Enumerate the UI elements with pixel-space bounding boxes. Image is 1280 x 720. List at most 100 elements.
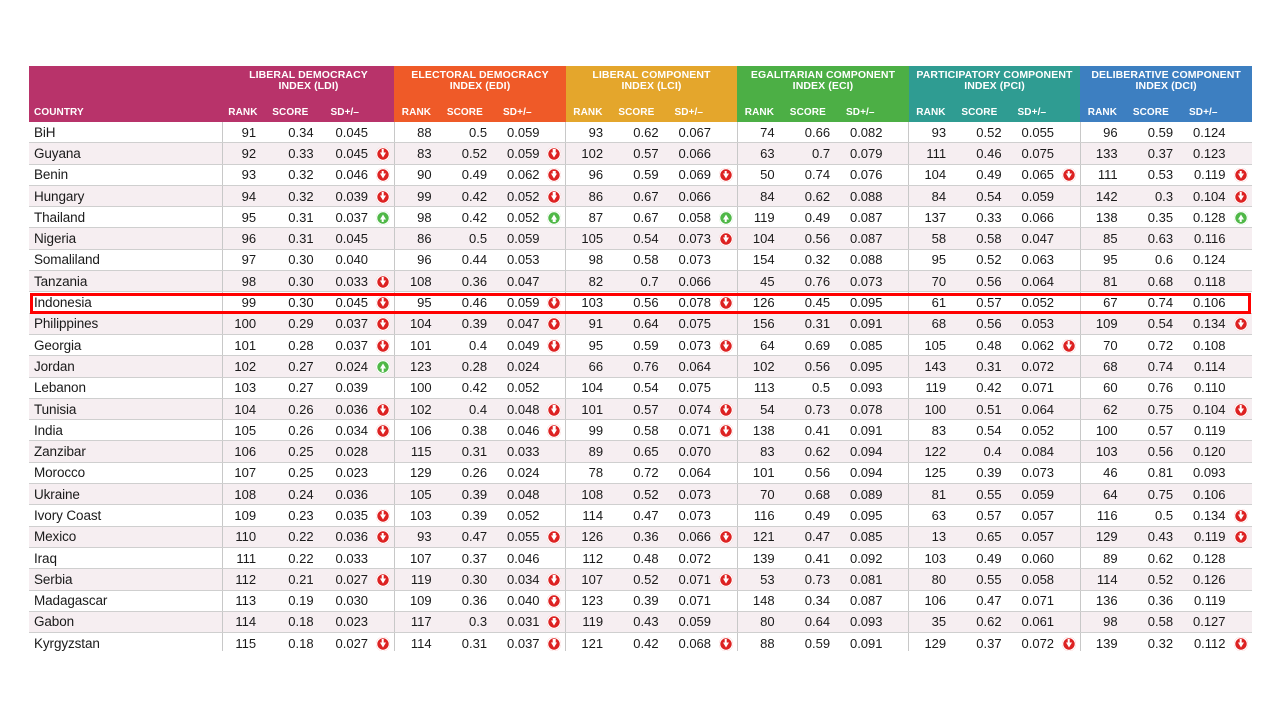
- header-group-lci-line2: INDEX (LCI): [621, 80, 682, 92]
- cell-ldi-sd: 0.036: [317, 398, 373, 421]
- cell-country: Indonesia: [29, 291, 223, 314]
- table-row[interactable]: Guyana 92 0.33 0.045 83 0.52 0.059 102 0.57 0.066…: [29, 142, 1252, 165]
- cell-eci-sd: 0.091: [834, 419, 887, 442]
- cell-eci-sd: 0.095: [834, 355, 887, 378]
- header-group-ldi-line2: INDEX (LDI): [278, 80, 339, 92]
- cell-pci-sd: 0.060: [1005, 547, 1059, 570]
- cell-pci-score: 0.52: [953, 249, 1006, 272]
- table-row[interactable]: Somaliland 97 0.30 0.040 96 0.44 0.053 98 0.58 0.…: [29, 249, 1252, 272]
- cell-pci-sd: 0.052: [1005, 291, 1059, 314]
- cell-ldi-rank: 99: [222, 291, 264, 314]
- cell-dci-rank: 89: [1079, 547, 1125, 570]
- cell-pci-rank: 122: [908, 440, 954, 463]
- cell-pci-score: 0.49: [953, 547, 1006, 570]
- table-row[interactable]: Thailand 95 0.31 0.037 98 0.42 0.052 87 0.67 0.05…: [29, 206, 1252, 229]
- table-row[interactable]: Serbia 112 0.21 0.027 119 0.30 0.034 107 0.52 0.0…: [29, 568, 1252, 591]
- table-row[interactable]: Ivory Coast 109 0.23 0.035 103 0.39 0.052 114 0.…: [29, 504, 1252, 527]
- table-row[interactable]: Nigeria 96 0.31 0.045 86 0.5 0.059 105 0.54 0.073…: [29, 227, 1252, 250]
- cell-eci-rank: 80: [736, 611, 782, 634]
- cell-lci-sd: 0.071: [662, 590, 716, 612]
- cell-ldi-trend-empty: [372, 611, 395, 634]
- table-row[interactable]: Philippines 100 0.29 0.037 104 0.39 0.047 91 0.6…: [29, 313, 1252, 335]
- table-row[interactable]: Morocco 107 0.25 0.023 129 0.26 0.024 78 0.72 0.0…: [29, 462, 1252, 485]
- cell-ldi-rank: 101: [222, 334, 264, 357]
- table-row[interactable]: Georgia 101 0.28 0.037 101 0.4 0.049 95 0.59 0.07…: [29, 334, 1252, 357]
- cell-dci-score: 0.75: [1124, 483, 1178, 506]
- cell-ldi-sd: 0.045: [317, 122, 373, 144]
- cell-ldi-score: 0.22: [263, 547, 318, 570]
- cell-edi-rank: 107: [393, 547, 439, 570]
- cell-ldi-rank: 95: [222, 206, 264, 229]
- cell-eci-sd: 0.085: [834, 334, 887, 357]
- cell-edi-sd: 0.059: [491, 291, 544, 314]
- table-row[interactable]: Kyrgyzstan 115 0.18 0.027 114 0.31 0.037 121 0.4…: [29, 632, 1252, 651]
- cell-pci-trend-empty: [1058, 462, 1081, 485]
- table-row[interactable]: Ukraine 108 0.24 0.036 105 0.39 0.048 108 0.52 0.…: [29, 483, 1252, 506]
- table-row[interactable]: Jordan 102 0.27 0.024 123 0.28 0.024 66 0.76 0.06…: [29, 355, 1252, 378]
- arrow-down-icon: [1229, 313, 1252, 335]
- table-row[interactable]: Zanzibar 106 0.25 0.028 115 0.31 0.033 89 0.65 0.…: [29, 440, 1252, 463]
- table-row[interactable]: India 105 0.26 0.034 106 0.38 0.046 99 0.58 0.071…: [29, 419, 1252, 442]
- cell-ldi-sd: 0.040: [317, 249, 373, 272]
- cell-edi-score: 0.49: [438, 164, 492, 186]
- header-eci-sd: SD+/–: [834, 96, 887, 122]
- table-row[interactable]: Tunisia 104 0.26 0.036 102 0.4 0.048 101 0.57 0.0…: [29, 398, 1252, 421]
- cell-dci-rank: 67: [1079, 291, 1125, 314]
- cell-eci-rank: 102: [736, 355, 782, 378]
- cell-pci-trend-empty: [1058, 590, 1081, 612]
- table-row[interactable]: Mexico 110 0.22 0.036 93 0.47 0.055 126 0.36 0.06…: [29, 526, 1252, 548]
- cell-lci-sd: 0.064: [662, 355, 716, 378]
- cell-ldi-score: 0.21: [263, 568, 318, 591]
- cell-eci-score: 0.76: [781, 270, 835, 293]
- table-row[interactable]: Hungary 94 0.32 0.039 99 0.42 0.052 86 0.67 0.066…: [29, 185, 1252, 208]
- table-row[interactable]: Indonesia 99 0.30 0.045 95 0.46 0.059 103 0.56 0.…: [29, 291, 1252, 314]
- cell-lci-score: 0.54: [610, 377, 663, 399]
- cell-lci-score: 0.43: [610, 611, 663, 634]
- cell-dci-sd: 0.104: [1177, 398, 1230, 421]
- header-eci-score: SCORE: [781, 96, 835, 122]
- cell-edi-sd: 0.055: [491, 526, 544, 548]
- cell-ldi-score: 0.23: [263, 504, 318, 527]
- cell-edi-score: 0.46: [438, 291, 492, 314]
- cell-edi-sd: 0.037: [491, 632, 544, 651]
- cell-pci-sd: 0.066: [1005, 206, 1059, 229]
- cell-eci-rank: 138: [736, 419, 782, 442]
- table-row[interactable]: Tanzania 98 0.30 0.033 108 0.36 0.047 82 0.7 0.06…: [29, 270, 1252, 293]
- cell-lci-rank: 121: [565, 632, 611, 651]
- cell-ldi-score: 0.29: [263, 313, 318, 335]
- table-row[interactable]: BiH 91 0.34 0.045 88 0.5 0.059 93 0.62 0.067 74 0.6…: [29, 122, 1252, 144]
- arrow-down-icon: [543, 142, 566, 165]
- cell-edi-sd: 0.031: [491, 611, 544, 634]
- cell-edi-rank: 86: [393, 227, 439, 250]
- cell-lci-score: 0.57: [610, 398, 663, 421]
- table-row[interactable]: Lebanon 103 0.27 0.039 100 0.42 0.052 104 0.54 0.…: [29, 377, 1252, 399]
- table-row[interactable]: Benin 93 0.32 0.046 90 0.49 0.062 96 0.59 0.069 50…: [29, 164, 1252, 186]
- cell-dci-sd: 0.134: [1177, 313, 1230, 335]
- cell-ldi-sd: 0.033: [317, 547, 373, 570]
- cell-dci-score: 0.35: [1124, 206, 1178, 229]
- cell-edi-score: 0.5: [438, 227, 492, 250]
- cell-ldi-score: 0.32: [263, 185, 318, 208]
- cell-ldi-sd: 0.037: [317, 206, 373, 229]
- cell-dci-sd: 0.110: [1177, 377, 1230, 399]
- cell-eci-sd: 0.087: [834, 590, 887, 612]
- cell-eci-sd: 0.087: [834, 227, 887, 250]
- header-ldi-score: SCORE: [263, 96, 318, 122]
- cell-pci-sd: 0.059: [1005, 185, 1059, 208]
- cell-pci-rank: 63: [908, 504, 954, 527]
- cell-pci-trend-empty: [1058, 249, 1081, 272]
- cell-eci-score: 0.74: [781, 164, 835, 186]
- cell-dci-rank: 46: [1079, 462, 1125, 485]
- cell-eci-rank: 156: [736, 313, 782, 335]
- cell-lci-score: 0.58: [610, 249, 663, 272]
- cell-ldi-rank: 108: [222, 483, 264, 506]
- cell-eci-score: 0.41: [781, 547, 835, 570]
- cell-ldi-score: 0.26: [263, 398, 318, 421]
- table-row[interactable]: Gabon 114 0.18 0.023 117 0.3 0.031 119 0.43 0.059…: [29, 611, 1252, 634]
- table-row[interactable]: Madagascar 113 0.19 0.030 109 0.36 0.040 123 0.3…: [29, 590, 1252, 612]
- cell-eci-trend-empty: [886, 142, 909, 165]
- cell-dci-sd: 0.106: [1177, 483, 1230, 506]
- header-pci-score: SCORE: [953, 96, 1006, 122]
- table-row[interactable]: Iraq 111 0.22 0.033 107 0.37 0.046 112 0.48 0.072…: [29, 547, 1252, 570]
